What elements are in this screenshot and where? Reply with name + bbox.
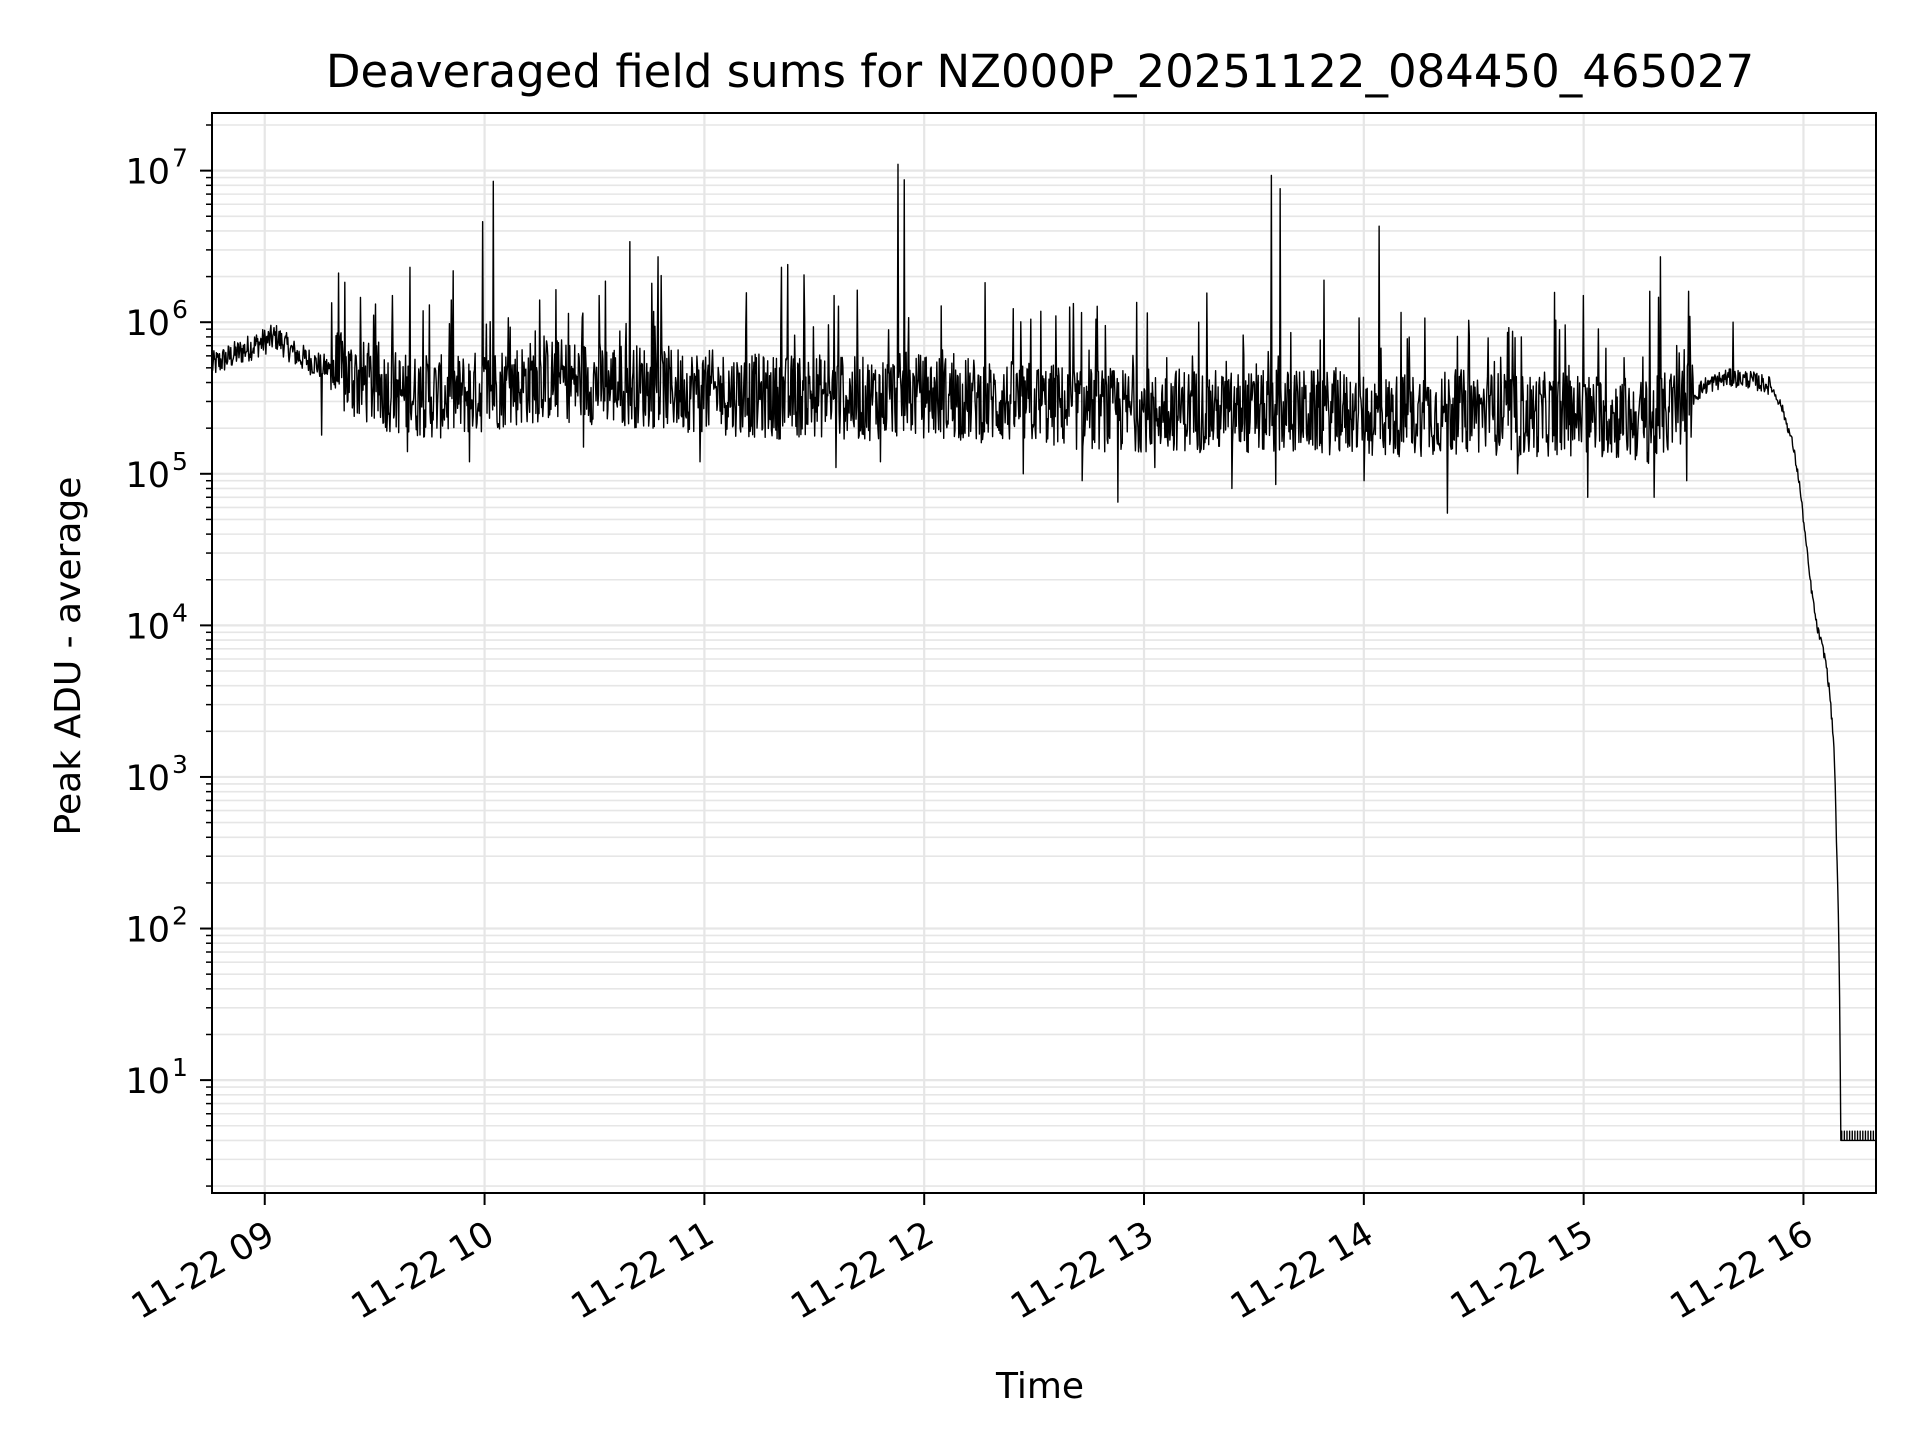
y-tick-exponent: 7 [172, 144, 188, 173]
y-tick-exponent: 3 [172, 750, 188, 779]
y-tick-label: 10 [125, 759, 170, 799]
x-tick-label: 11-22 14 [1224, 1214, 1380, 1327]
x-tick-label: 11-22 09 [125, 1214, 281, 1327]
y-tick-exponent: 2 [172, 902, 188, 931]
x-tick-label: 11-22 16 [1664, 1214, 1820, 1327]
y-tick-exponent: 5 [172, 447, 188, 476]
x-tick-label: 11-22 10 [345, 1214, 501, 1327]
x-tick-label: 11-22 11 [565, 1214, 721, 1327]
y-tick-label: 10 [125, 304, 170, 344]
y-tick-exponent: 6 [172, 295, 188, 324]
y-tick-exponent: 4 [172, 598, 188, 627]
data-series [211, 163, 1876, 1142]
x-tick-label: 11-22 12 [784, 1214, 940, 1327]
x-tick-label: 11-22 13 [1004, 1214, 1160, 1327]
chart-title: Deaveraged field sums for NZ000P_2025112… [326, 45, 1754, 98]
x-axis-label: Time [995, 1366, 1084, 1407]
y-tick-label: 10 [125, 911, 170, 951]
y-tick-label: 10 [125, 607, 170, 647]
y-axis-label: Peak ADU - average [48, 477, 89, 836]
series-line [211, 163, 1876, 1142]
y-tick-exponent: 1 [172, 1053, 188, 1082]
x-tick-label: 11-22 15 [1444, 1214, 1600, 1327]
grid-lines [212, 113, 1876, 1193]
plot-frame [211, 112, 1877, 1194]
y-tick-label: 10 [125, 456, 170, 496]
y-tick-label: 10 [125, 1062, 170, 1102]
axes: 11-22 09 11-22 10 11-22 11 11-22 12 11-22 13… [125, 112, 1877, 1327]
y-tick-label: 10 [125, 153, 170, 193]
